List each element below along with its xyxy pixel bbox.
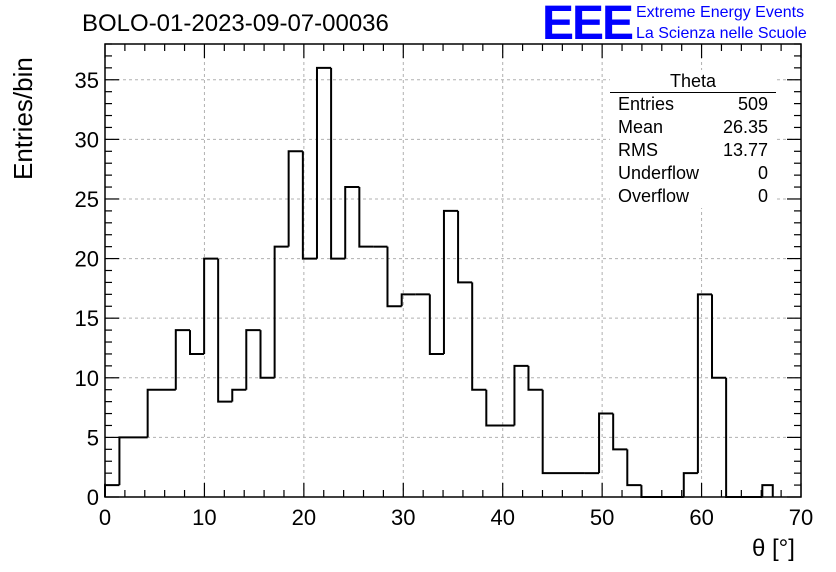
histogram-bin	[682, 472, 698, 497]
histogram-bin	[457, 210, 473, 284]
x-tick-label: 60	[689, 505, 713, 530]
histogram-bin	[485, 389, 515, 427]
y-tick-label: 5	[87, 425, 99, 450]
histogram-bin	[358, 187, 374, 248]
histogram-bin	[626, 449, 642, 487]
stats-value: 509	[737, 94, 768, 114]
histogram-bin	[245, 329, 261, 390]
stats-row: Underflow 0	[610, 162, 776, 185]
histogram-bin	[442, 209, 459, 354]
stats-row: Entries 509	[610, 93, 776, 116]
histogram-bin	[513, 364, 529, 426]
stats-row: RMS 13.77	[610, 139, 776, 162]
y-tick-label: 25	[75, 187, 99, 212]
histogram-bin	[541, 389, 585, 475]
histogram-bin	[471, 282, 487, 391]
eee-logo: EEE	[542, 0, 634, 50]
y-tick-label: 15	[75, 306, 99, 331]
histogram-bin	[273, 245, 289, 378]
x-tick-label: 70	[789, 505, 813, 530]
histogram-bin	[287, 150, 303, 247]
histogram-bin	[386, 246, 402, 308]
y-tick-label: 10	[75, 366, 99, 391]
y-tick-label: 20	[75, 247, 99, 272]
histogram-bin	[259, 330, 275, 379]
histogram-bin	[315, 66, 332, 259]
histogram-bin	[104, 484, 120, 497]
stats-label: Overflow	[618, 186, 690, 206]
logo-line-2: La Scienza nelle Scuole	[636, 25, 807, 42]
histogram-bin	[203, 257, 219, 354]
stats-label: Entries	[618, 94, 675, 114]
logo-line-1: Extreme Energy Events	[636, 4, 805, 21]
x-tick-label: 50	[590, 505, 614, 530]
histogram-bin	[612, 413, 628, 451]
histogram-bars	[104, 66, 774, 498]
histogram-bin	[301, 151, 317, 260]
stats-value: 26.35	[722, 117, 768, 137]
stats-label: RMS	[618, 140, 658, 160]
stats-title: Theta	[610, 70, 776, 93]
histogram-bin	[598, 412, 614, 474]
histogram-bin	[174, 329, 191, 390]
y-tick-label: 0	[87, 485, 99, 510]
histogram-bin	[696, 293, 713, 474]
stats-value: 0	[757, 163, 768, 183]
histogram-bin	[761, 484, 774, 497]
y-axis-label: Entries/bin	[8, 57, 38, 180]
stats-label: Mean	[618, 117, 664, 137]
histogram-bin	[428, 294, 444, 355]
histogram-bin	[640, 485, 684, 498]
stats-row: Overflow 0	[610, 185, 776, 208]
stats-value: 0	[757, 186, 768, 206]
histogram-bin	[711, 294, 727, 379]
y-tick-label: 35	[75, 68, 99, 93]
stats-label: Underflow	[618, 163, 700, 183]
x-tick-label: 30	[391, 505, 415, 530]
histogram-bin	[400, 293, 416, 307]
x-tick-label: 0	[99, 505, 111, 530]
histogram-bin	[118, 436, 148, 486]
histogram-bin	[146, 388, 176, 438]
stats-value: 13.77	[722, 140, 768, 160]
histogram-bin	[189, 330, 205, 355]
histogram-bin	[217, 258, 233, 403]
x-tick-label: 40	[490, 505, 514, 530]
histogram-bin	[527, 365, 543, 391]
tick-labels: 0 10 20 30 40 50 60 70 0 5 10 15 20 25 30 35	[75, 68, 814, 530]
stats-row: Mean 26.35	[610, 116, 776, 139]
stats-box: Theta Entries 509 Mean 26.35 RMS 13.77 U…	[610, 70, 776, 208]
histogram-bin	[330, 67, 346, 260]
axis-ticks	[104, 43, 802, 498]
chart-title: BOLO-01-2023-09-07-00036	[82, 10, 389, 37]
y-tick-label: 30	[75, 127, 99, 152]
x-tick-label: 10	[192, 505, 216, 530]
x-axis-label: θ [°]	[752, 535, 795, 562]
x-tick-label: 20	[292, 505, 316, 530]
grid-lines	[105, 44, 801, 497]
histogram-bin	[231, 388, 247, 402]
histogram-bin	[344, 186, 360, 259]
